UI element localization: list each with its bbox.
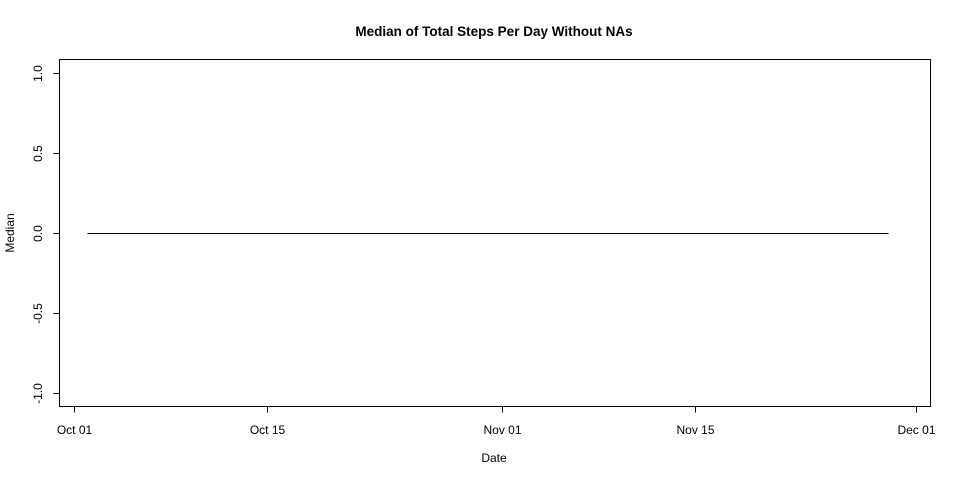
x-tick-label: Oct 01: [57, 423, 93, 437]
x-tick-label: Dec 01: [897, 423, 935, 437]
y-tick-label: 1.0: [31, 65, 45, 82]
x-tick-label: Nov 15: [676, 423, 714, 437]
chart-title: Median of Total Steps Per Day Without NA…: [355, 24, 632, 39]
y-axis-label: Median: [3, 213, 17, 252]
x-tick-label: Nov 01: [483, 423, 521, 437]
y-tick-label: -1.0: [31, 383, 45, 404]
y-axis: -1.0 -0.5 0.0 0.5 1.0: [31, 65, 60, 404]
x-axis: Oct 01 Oct 15 Nov 01 Nov 15 Dec 01: [57, 406, 936, 437]
x-axis-label: Date: [481, 451, 507, 465]
x-tick-label: Oct 15: [250, 423, 286, 437]
y-tick-label: -0.5: [31, 303, 45, 324]
y-tick-label: 0.0: [31, 225, 45, 242]
y-tick-label: 0.5: [31, 145, 45, 162]
